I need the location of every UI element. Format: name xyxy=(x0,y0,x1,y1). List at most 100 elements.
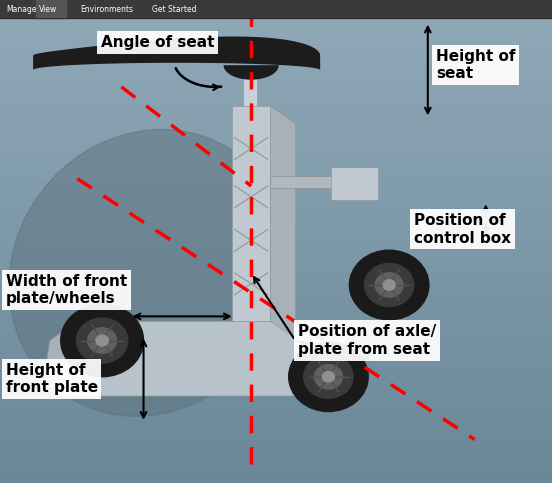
Bar xyxy=(0,311,552,316)
Bar xyxy=(36,0,66,18)
Bar xyxy=(0,70,552,74)
Bar xyxy=(0,385,552,390)
Bar xyxy=(0,306,552,311)
Bar xyxy=(0,60,552,65)
Bar xyxy=(0,343,552,348)
Bar xyxy=(0,148,552,153)
Polygon shape xyxy=(33,37,320,70)
Bar xyxy=(243,72,257,106)
Bar xyxy=(0,427,552,432)
Bar xyxy=(0,371,552,376)
Bar xyxy=(0,107,552,111)
Bar xyxy=(0,32,552,37)
Bar xyxy=(0,51,552,56)
Bar xyxy=(0,28,552,32)
Circle shape xyxy=(322,371,335,382)
Bar xyxy=(0,325,552,330)
Bar xyxy=(0,185,552,190)
Polygon shape xyxy=(55,321,353,396)
Bar xyxy=(0,79,552,84)
Bar xyxy=(0,218,552,223)
Bar xyxy=(0,330,552,334)
Bar xyxy=(0,237,552,242)
Bar xyxy=(0,437,552,441)
Circle shape xyxy=(349,250,429,320)
Polygon shape xyxy=(270,106,295,338)
Bar xyxy=(0,223,552,227)
Bar xyxy=(0,181,552,185)
Ellipse shape xyxy=(9,129,289,416)
Bar xyxy=(0,279,552,283)
Bar xyxy=(0,88,552,93)
Bar xyxy=(0,418,552,423)
Text: Environments: Environments xyxy=(80,5,133,14)
Bar xyxy=(0,162,552,167)
Bar xyxy=(0,353,552,357)
Bar xyxy=(0,116,552,121)
Bar xyxy=(0,84,552,88)
Bar xyxy=(0,98,552,102)
Bar xyxy=(0,144,552,148)
Bar xyxy=(0,460,552,465)
Bar xyxy=(0,56,552,60)
Bar xyxy=(0,130,552,134)
Bar xyxy=(0,390,552,395)
Bar xyxy=(0,381,552,385)
Bar xyxy=(0,455,552,460)
Bar xyxy=(0,399,552,404)
Bar xyxy=(0,232,552,237)
Polygon shape xyxy=(232,106,270,321)
Text: Position of axle/
plate from seat: Position of axle/ plate from seat xyxy=(298,324,436,357)
Bar xyxy=(0,256,552,260)
Bar xyxy=(0,195,552,199)
Circle shape xyxy=(315,365,342,389)
Bar xyxy=(0,139,552,144)
Bar xyxy=(0,111,552,116)
Bar xyxy=(0,158,552,162)
Bar xyxy=(0,478,552,483)
Bar xyxy=(0,93,552,98)
Bar xyxy=(0,121,552,125)
Bar xyxy=(0,46,552,51)
Text: Angle of seat: Angle of seat xyxy=(100,35,214,50)
Bar xyxy=(0,102,552,107)
Bar xyxy=(0,283,552,288)
Bar xyxy=(0,274,552,279)
Text: Height of
seat: Height of seat xyxy=(436,49,516,82)
Bar xyxy=(0,246,552,251)
Bar xyxy=(270,176,359,188)
Circle shape xyxy=(364,263,414,307)
Bar xyxy=(0,376,552,381)
Bar xyxy=(0,23,552,28)
Bar xyxy=(0,176,552,181)
Circle shape xyxy=(88,328,116,353)
Polygon shape xyxy=(44,321,77,396)
Bar xyxy=(331,167,378,200)
Bar xyxy=(0,213,552,218)
Bar xyxy=(0,0,552,18)
Circle shape xyxy=(289,342,368,412)
Bar xyxy=(0,269,552,274)
Bar xyxy=(0,265,552,269)
Bar xyxy=(0,242,552,246)
Bar xyxy=(0,441,552,446)
Bar xyxy=(0,432,552,437)
Bar xyxy=(0,209,552,213)
Bar xyxy=(0,357,552,362)
Bar xyxy=(0,251,552,256)
Circle shape xyxy=(96,335,108,346)
Text: Height of
front plate: Height of front plate xyxy=(6,363,98,396)
Bar xyxy=(0,367,552,371)
Bar xyxy=(0,302,552,306)
Bar xyxy=(0,37,552,42)
Bar xyxy=(0,404,552,409)
Text: View: View xyxy=(39,5,57,14)
Text: Manage: Manage xyxy=(7,5,37,14)
Bar xyxy=(0,320,552,325)
Circle shape xyxy=(61,304,144,377)
Bar xyxy=(0,260,552,265)
Bar xyxy=(0,395,552,399)
Circle shape xyxy=(375,273,403,297)
Bar xyxy=(0,190,552,195)
Bar xyxy=(0,348,552,353)
